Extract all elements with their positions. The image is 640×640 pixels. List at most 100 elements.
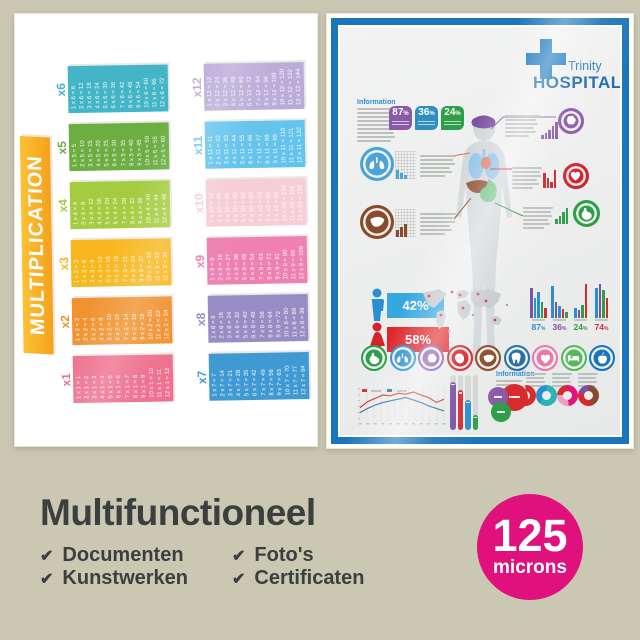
line-chart-legend bbox=[362, 379, 407, 397]
table-strip: 1 x 11 = 11 2 x 11 = 22 3 x 11 = 33 4 x 11 … bbox=[204, 120, 306, 169]
bar-group: 74% bbox=[593, 284, 610, 332]
thickness-badge: 125 microns bbox=[477, 494, 583, 600]
column-fill bbox=[457, 390, 463, 430]
hospital-cross-icon bbox=[526, 39, 566, 79]
equation: 12 x 1 = 12 bbox=[164, 367, 172, 398]
information-label: Information bbox=[357, 99, 396, 106]
table-label: x8 bbox=[193, 312, 209, 327]
column-fill bbox=[465, 399, 471, 430]
table-label: x3 bbox=[56, 256, 72, 271]
equation: 12 x 7 = 84 bbox=[300, 365, 308, 396]
lungs-icon bbox=[360, 147, 394, 181]
poster-blue-frame bbox=[331, 18, 629, 444]
heart-mini-chart bbox=[543, 166, 556, 188]
feature-label: Foto's bbox=[254, 544, 314, 566]
column-track bbox=[465, 375, 471, 430]
column-fill bbox=[450, 381, 456, 430]
heart-organ-icon bbox=[446, 345, 473, 371]
table-label: x11 bbox=[190, 135, 206, 156]
table-label: x10 bbox=[191, 193, 207, 214]
feature-item: ✔ Certificaten bbox=[232, 567, 364, 590]
mult-table-x11: x11 1 x 11 = 11 2 x 11 = 22 3 x 11 = 33 4 x … bbox=[191, 120, 306, 169]
human-body-illustration bbox=[456, 115, 512, 361]
bar-group-label: 87% bbox=[531, 322, 546, 332]
stat-value: 87% bbox=[392, 107, 409, 118]
information-block-2: Information bbox=[496, 371, 535, 388]
stat-badge: 24% bbox=[441, 106, 464, 130]
brain-mini-chart bbox=[541, 117, 558, 139]
bar-group: 36% bbox=[551, 284, 568, 332]
bar-group: 87% bbox=[530, 284, 547, 332]
heart-organ bbox=[481, 157, 491, 169]
column-track bbox=[457, 375, 463, 430]
caption-column bbox=[526, 371, 546, 389]
donut-chart bbox=[578, 385, 599, 406]
liver-icon bbox=[475, 345, 501, 371]
feature-label: Documenten bbox=[62, 544, 184, 566]
line-chart bbox=[357, 379, 446, 427]
table-strip: 1 x 12 = 12 2 x 12 = 24 3 x 12 = 36 4 x 12 … bbox=[203, 62, 305, 111]
bar-group-label: 74% bbox=[594, 322, 609, 332]
brain-caption bbox=[505, 113, 539, 139]
blue-series bbox=[359, 396, 445, 414]
bar-group: 24% bbox=[572, 284, 589, 332]
table-label: x5 bbox=[54, 141, 70, 155]
donut-chart bbox=[557, 385, 578, 406]
multiplication-title-banner: MULTIPLICATION bbox=[19, 135, 54, 355]
stat-badge: 87% bbox=[389, 106, 412, 130]
equation: 12 x 3 = 36 bbox=[162, 251, 170, 282]
table-label: x6 bbox=[53, 83, 69, 97]
brain-organ bbox=[471, 115, 496, 129]
feature-item: ✔ Kunstwerken bbox=[40, 567, 188, 590]
page-title: Multifunctioneel bbox=[40, 492, 316, 533]
stomach-mini-chart bbox=[555, 202, 568, 224]
hospital-title: HOSPITAL bbox=[533, 73, 620, 92]
bar-group-label: 36% bbox=[552, 322, 567, 332]
stat-value: 24% bbox=[444, 107, 461, 118]
equation: 12 x 5 = 60 bbox=[160, 135, 168, 166]
mult-table-x12: x12 1 x 12 = 12 2 x 12 = 24 3 x 12 = 36 4 x … bbox=[190, 62, 305, 111]
checkmark-icon: ✔ bbox=[40, 571, 54, 588]
badge-unit: microns bbox=[493, 557, 567, 578]
table-label: x4 bbox=[55, 198, 71, 213]
checkmark-icon: ✔ bbox=[232, 548, 246, 565]
column-track bbox=[472, 375, 478, 430]
percentage-bar-groups: 87% 36% 24% 74% bbox=[530, 284, 610, 332]
equation: 12 x 11 = 132 bbox=[296, 126, 304, 164]
mult-table-x10: x10 1 x 10 = 10 2 x 10 = 20 3 x 10 = 30 4 x … bbox=[192, 178, 307, 227]
stat-badge: 36% bbox=[415, 106, 438, 130]
equation: 12 x 6 = 72 bbox=[159, 77, 167, 108]
column-fill bbox=[472, 414, 478, 430]
brain-icon bbox=[558, 108, 584, 134]
stat-badges: 87% 36% 24% bbox=[389, 106, 464, 130]
lungs-caption bbox=[420, 153, 456, 179]
hospital-infographic-poster: Trinity HOSPITAL Information 87% 36% 24% bbox=[326, 13, 634, 449]
world-map bbox=[418, 289, 509, 333]
liver-mini-chart bbox=[395, 209, 416, 237]
checkmark-icon: ✔ bbox=[232, 571, 246, 588]
multiplication-title: MULTIPLICATION bbox=[23, 154, 49, 336]
feature-item: ✔ Documenten bbox=[40, 544, 184, 567]
stomach-organ bbox=[480, 179, 497, 203]
tooth-icon bbox=[503, 345, 530, 371]
liver-caption bbox=[420, 211, 456, 237]
female-icon bbox=[368, 322, 386, 361]
lungs-icon bbox=[389, 345, 416, 371]
bubble-chart bbox=[486, 381, 528, 423]
feature-label: Certificaten bbox=[254, 567, 365, 589]
bubble bbox=[491, 402, 511, 422]
equation: 12 x 4 = 48 bbox=[161, 193, 169, 224]
brain-icon bbox=[418, 345, 444, 371]
